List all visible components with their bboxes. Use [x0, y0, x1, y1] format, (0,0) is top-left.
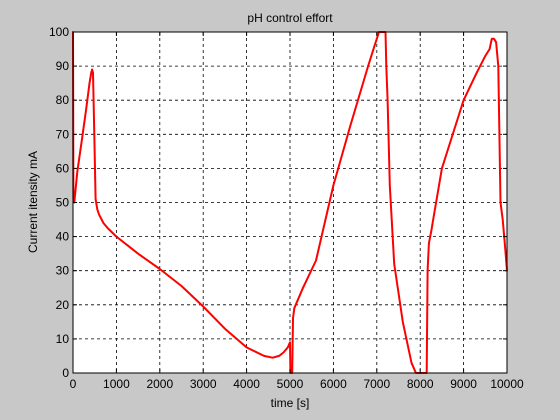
x-tick-label: 1000	[103, 377, 130, 391]
x-tick-label: 2000	[146, 377, 173, 391]
x-tick-label: 5000	[277, 377, 304, 391]
x-tick-label: 0	[70, 377, 77, 391]
x-tick-label: 3000	[190, 377, 217, 391]
x-tick-label: 8000	[407, 377, 434, 391]
y-axis: 0 10 20 30 40 50 60 70 80 90 100	[49, 25, 507, 380]
y-tick-label: 100	[49, 25, 69, 39]
y-tick-label: 10	[56, 332, 70, 346]
y-tick-label: 30	[56, 264, 70, 278]
y-tick-label: 80	[56, 93, 70, 107]
y-tick-label: 90	[56, 59, 70, 73]
x-tick-label: 10000	[490, 377, 524, 391]
grid	[73, 32, 507, 373]
y-axis-title: Current itensity mA	[26, 151, 40, 253]
x-axis-title: time [s]	[271, 396, 310, 410]
chart-title: pH control effort	[247, 11, 333, 25]
y-tick-label: 20	[56, 298, 70, 312]
x-tick-label: 9000	[450, 377, 477, 391]
y-tick-label: 50	[56, 196, 70, 210]
y-tick-label: 60	[56, 161, 70, 175]
y-tick-label: 40	[56, 230, 70, 244]
x-tick-label: 4000	[233, 377, 260, 391]
x-tick-label: 6000	[320, 377, 347, 391]
x-axis: 0 1000 2000 3000 4000 5000 6000 7000 8000 9000 100…	[70, 32, 524, 391]
series-layer	[72, 31, 508, 374]
y-tick-label: 70	[56, 127, 70, 141]
series-line	[72, 31, 508, 374]
x-tick-label: 7000	[363, 377, 390, 391]
y-tick-label: 0	[62, 366, 69, 380]
